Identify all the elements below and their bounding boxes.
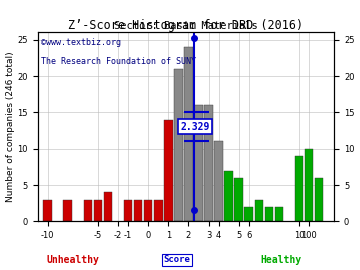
Bar [275,207,283,221]
Text: The Research Foundation of SUNY: The Research Foundation of SUNY [41,57,195,66]
Bar [184,47,193,221]
Bar [214,141,223,221]
Bar [43,200,52,221]
Text: Sector: Basic Materials: Sector: Basic Materials [114,21,258,31]
Bar [305,149,313,221]
Text: Score: Score [163,255,190,264]
Bar [144,200,152,221]
Bar [234,178,243,221]
Bar [265,207,273,221]
Bar [134,200,143,221]
Bar [104,192,112,221]
Text: Unhealthy: Unhealthy [47,255,100,265]
Text: Healthy: Healthy [260,255,301,265]
Bar [174,69,183,221]
Title: Z’-Score Histogram for DRD (2016): Z’-Score Histogram for DRD (2016) [68,19,303,32]
Text: ©www.textbiz.org: ©www.textbiz.org [41,38,121,47]
Bar [63,200,72,221]
Bar [124,200,132,221]
Bar [84,200,92,221]
Text: 2.329: 2.329 [181,122,210,132]
Bar [154,200,162,221]
Bar [164,120,172,221]
Bar [244,207,253,221]
Bar [224,171,233,221]
Bar [204,105,213,221]
Bar [255,200,263,221]
Bar [295,156,303,221]
Bar [315,178,323,221]
Bar [94,200,102,221]
Y-axis label: Number of companies (246 total): Number of companies (246 total) [5,52,14,202]
Bar [194,105,203,221]
